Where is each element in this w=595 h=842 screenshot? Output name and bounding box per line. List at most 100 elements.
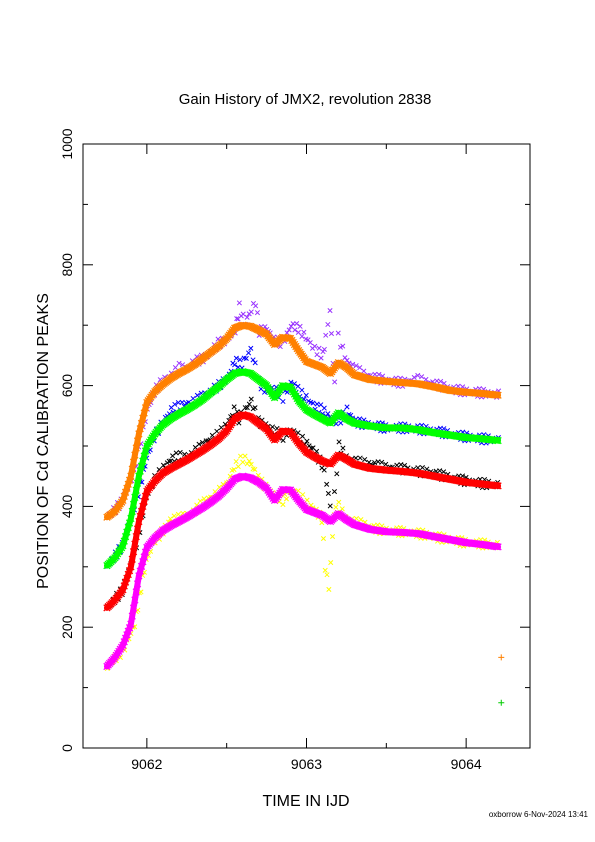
fit-point [127, 514, 135, 523]
raw-point [321, 405, 327, 411]
raw-point [160, 462, 166, 468]
fit-point [131, 540, 139, 548]
raw-point [332, 379, 338, 385]
raw-point [358, 517, 364, 523]
raw-point [327, 308, 333, 314]
fit-point [128, 465, 136, 473]
raw-point [243, 355, 249, 361]
fit-point [127, 563, 135, 571]
raw-point [415, 372, 421, 378]
raw-point [246, 401, 252, 407]
fit-series-3 [103, 472, 502, 671]
raw-point [300, 492, 306, 498]
fit-point [284, 428, 292, 436]
fit-point [131, 451, 139, 459]
raw-point [299, 387, 305, 393]
raw-point [177, 449, 183, 455]
raw-point [295, 430, 301, 436]
raw-point [237, 453, 244, 459]
y-tick-label: 1000 [59, 128, 75, 159]
raw-point [415, 465, 421, 471]
fit-point [120, 492, 128, 500]
raw-point [357, 365, 363, 371]
y-tick-label: 200 [59, 615, 75, 639]
fit-point [133, 479, 142, 487]
fit-point [132, 444, 140, 452]
fit-point [493, 543, 501, 551]
raw-point [231, 467, 237, 473]
fit-point [119, 542, 127, 550]
raw-point [232, 362, 238, 368]
fit-point [136, 425, 144, 433]
fit-point [493, 482, 501, 490]
raw-point [262, 324, 268, 330]
raw-point [401, 462, 408, 469]
fit-point [124, 523, 132, 532]
x-tick-label: 9063 [291, 756, 322, 772]
raw-point [424, 466, 430, 472]
raw-point [227, 473, 233, 479]
fit-point [125, 476, 134, 484]
raw-point [196, 441, 202, 447]
raw-point [237, 357, 243, 363]
fit-point [127, 620, 135, 628]
fit-point [125, 519, 134, 527]
fit-point [131, 493, 139, 501]
raw-point [312, 343, 318, 349]
raw-point [236, 300, 242, 306]
fit-point [129, 548, 138, 556]
fit-point [132, 532, 140, 541]
raw-point [138, 589, 144, 595]
raw-point [284, 389, 290, 395]
raw-point [254, 310, 261, 316]
raw-point [244, 314, 250, 320]
raw-point [376, 371, 382, 377]
raw-point [299, 333, 305, 339]
fit-point [121, 488, 130, 496]
fit-point [133, 525, 142, 533]
raw-point [209, 432, 215, 438]
raw-point [277, 344, 283, 350]
raw-point [323, 332, 329, 338]
raw-point [176, 360, 182, 366]
raw-point [372, 371, 378, 377]
raw-point [333, 421, 339, 427]
raw-point [280, 437, 286, 443]
raw-point [331, 488, 338, 495]
raw-point [423, 376, 429, 382]
fit-point [128, 507, 136, 516]
x-tick-label: 9062 [131, 756, 162, 772]
raw-point [336, 499, 342, 505]
fit-point [493, 391, 501, 399]
raw-point [286, 327, 292, 333]
raw-point [292, 327, 298, 333]
fit-point [128, 612, 136, 620]
raw-point [307, 339, 313, 346]
raw-point [246, 458, 252, 464]
y-tick-label: 0 [59, 744, 75, 752]
raw-point [338, 420, 344, 426]
raw-point [411, 374, 417, 381]
raw-point [379, 459, 385, 465]
raw-point [240, 459, 246, 465]
raw-point [248, 461, 254, 467]
fit-curves [103, 321, 502, 671]
raw-point [295, 329, 301, 335]
raw-point [340, 445, 346, 451]
raw-point [248, 309, 254, 315]
raw-point [321, 467, 327, 473]
raw-point [333, 504, 339, 510]
raw-point [244, 405, 250, 411]
fit-point [491, 542, 500, 551]
raw-point [252, 405, 258, 411]
fit-point [491, 436, 500, 444]
raw-point [438, 378, 444, 384]
raw-point [326, 586, 332, 592]
x-tick-label: 9064 [451, 756, 482, 772]
raw-point [166, 458, 172, 464]
raw-point [280, 398, 286, 405]
raw-point [460, 473, 466, 479]
raw-point [253, 303, 259, 309]
raw-point [437, 468, 443, 474]
raw-point [314, 401, 320, 407]
